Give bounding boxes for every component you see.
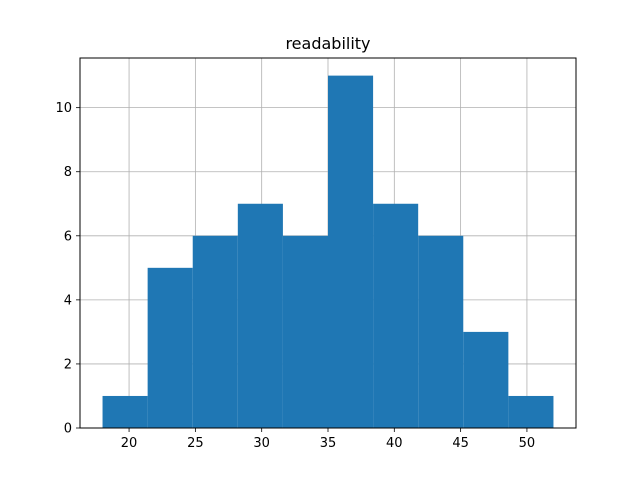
x-tick-label: 50 [519,436,536,451]
histogram-bars [102,75,554,428]
x-tick-label: 30 [253,436,270,451]
y-axis-ticks: 0 2 4 6 8 10 [55,101,80,437]
histogram-bar [508,395,554,428]
histogram-bar [102,395,148,428]
y-tick-label: 2 [64,357,72,372]
histogram-bar [463,331,509,428]
x-tick-label: 20 [121,436,138,451]
histogram-bar [328,75,374,428]
y-tick-label: 0 [64,422,72,437]
histogram-bar [282,235,328,428]
x-axis-ticks: 20 25 30 35 40 45 50 [121,428,535,451]
x-tick-label: 45 [452,436,469,451]
y-tick-label: 4 [64,293,72,308]
x-tick-label: 40 [386,436,403,451]
y-tick-label: 10 [55,101,72,116]
histogram-bar [237,203,283,428]
histogram-bar [373,203,419,428]
histogram-bar [147,267,193,428]
x-tick-label: 25 [187,436,204,451]
chart-title: readability [285,34,370,53]
histogram-bar [192,235,238,428]
y-tick-label: 8 [64,165,72,180]
x-tick-label: 35 [320,436,337,451]
y-tick-label: 6 [64,229,72,244]
histogram-bar [418,235,464,428]
